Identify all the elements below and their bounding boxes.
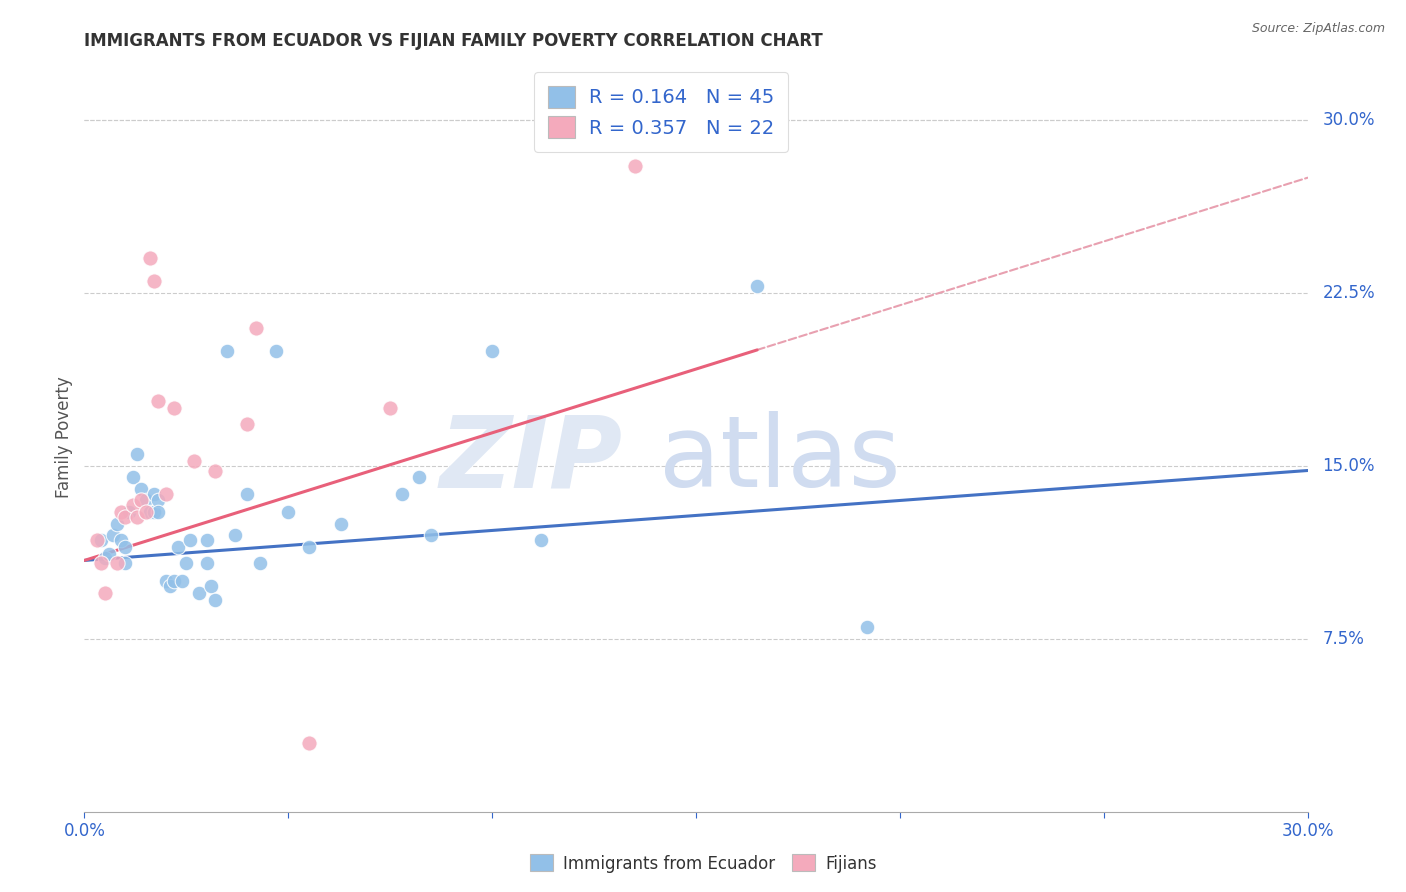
Text: 7.5%: 7.5% — [1322, 630, 1364, 648]
Point — [155, 574, 177, 589]
Point — [142, 275, 165, 289]
Point — [856, 620, 879, 634]
Point — [138, 505, 160, 519]
Point — [86, 533, 108, 547]
Legend: Immigrants from Ecuador, Fijians: Immigrants from Ecuador, Fijians — [523, 847, 883, 880]
Point — [105, 556, 128, 570]
Point — [195, 533, 218, 547]
Point — [204, 592, 226, 607]
Point — [204, 463, 226, 477]
Point — [105, 516, 128, 531]
Point — [146, 505, 169, 519]
Text: 22.5%: 22.5% — [1322, 284, 1375, 302]
Point — [159, 579, 181, 593]
Point — [114, 540, 136, 554]
Point — [118, 505, 141, 519]
Point — [97, 547, 120, 561]
Point — [224, 528, 246, 542]
Point — [127, 447, 149, 461]
Text: 30.0%: 30.0% — [1322, 112, 1375, 129]
Point — [93, 551, 115, 566]
Point — [163, 574, 186, 589]
Point — [127, 509, 149, 524]
Point — [179, 533, 201, 547]
Point — [155, 486, 177, 500]
Point — [90, 533, 112, 547]
Point — [330, 516, 353, 531]
Point — [138, 252, 160, 266]
Point — [187, 585, 209, 599]
Point — [146, 493, 169, 508]
Point — [264, 343, 287, 358]
Point — [245, 320, 267, 334]
Point — [380, 401, 402, 416]
Text: atlas: atlas — [659, 411, 901, 508]
Point — [408, 470, 430, 484]
Point — [391, 486, 413, 500]
Text: IMMIGRANTS FROM ECUADOR VS FIJIAN FAMILY POVERTY CORRELATION CHART: IMMIGRANTS FROM ECUADOR VS FIJIAN FAMILY… — [84, 32, 823, 50]
Point — [183, 454, 205, 468]
Point — [142, 486, 165, 500]
Point — [122, 498, 145, 512]
Point — [110, 533, 132, 547]
Point — [236, 417, 259, 432]
Point — [131, 482, 153, 496]
Point — [420, 528, 443, 542]
Point — [142, 505, 165, 519]
Point — [249, 556, 271, 570]
Point — [530, 533, 553, 547]
Point — [135, 493, 157, 508]
Point — [167, 540, 190, 554]
Point — [298, 540, 321, 554]
Point — [135, 505, 157, 519]
Y-axis label: Family Poverty: Family Poverty — [55, 376, 73, 498]
Point — [747, 279, 769, 293]
Point — [172, 574, 194, 589]
Point — [163, 401, 186, 416]
Point — [481, 343, 503, 358]
Point — [217, 343, 239, 358]
Point — [122, 470, 145, 484]
Point — [277, 505, 299, 519]
Point — [200, 579, 222, 593]
Point — [174, 556, 197, 570]
Point — [93, 585, 115, 599]
Point — [298, 735, 321, 749]
Point — [624, 159, 647, 173]
Text: ZIP: ZIP — [440, 411, 623, 508]
Point — [236, 486, 259, 500]
Point — [114, 509, 136, 524]
Point — [101, 528, 124, 542]
Point — [195, 556, 218, 570]
Point — [131, 493, 153, 508]
Point — [90, 556, 112, 570]
Text: 15.0%: 15.0% — [1322, 457, 1375, 475]
Point — [146, 394, 169, 409]
Point — [110, 505, 132, 519]
Legend: R = 0.164   N = 45, R = 0.357   N = 22: R = 0.164 N = 45, R = 0.357 N = 22 — [534, 72, 787, 152]
Text: Source: ZipAtlas.com: Source: ZipAtlas.com — [1251, 22, 1385, 36]
Point — [114, 556, 136, 570]
